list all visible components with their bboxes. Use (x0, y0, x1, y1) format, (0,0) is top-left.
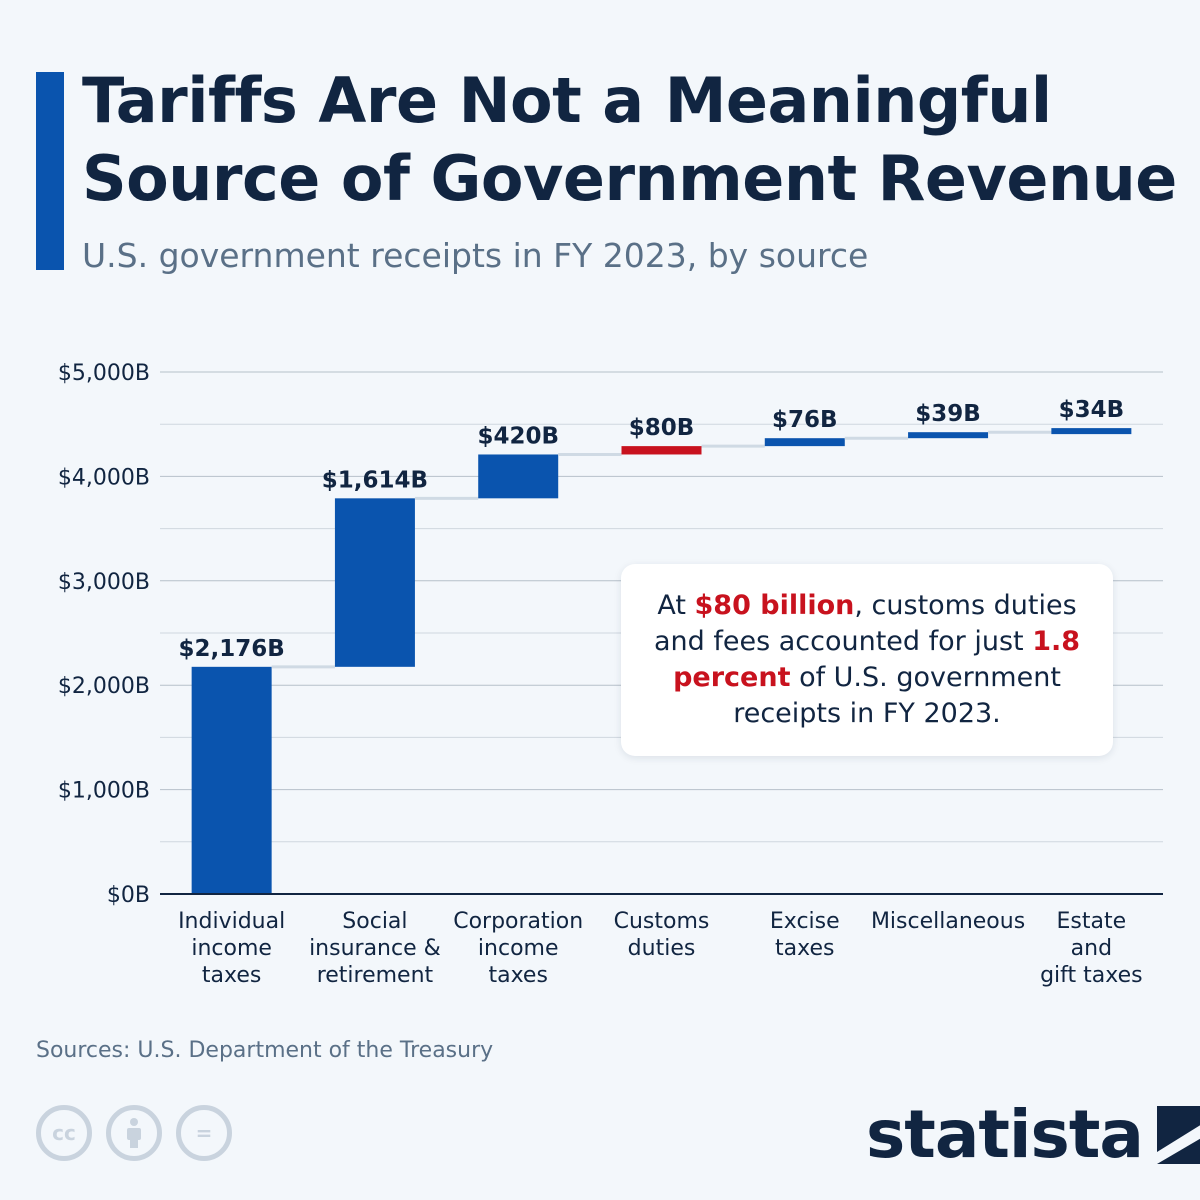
attribution-person-icon (127, 1118, 141, 1148)
y-tick-label: $5,000B (58, 361, 150, 386)
y-tick-label: $3,000B (58, 570, 150, 595)
y-tick-label: $0B (107, 883, 150, 908)
cc-icon[interactable]: cc (36, 1105, 92, 1161)
callout-text-3: of U.S. government receipts in FY 2023. (733, 662, 1061, 729)
bar (334, 498, 415, 667)
no-derivatives-icon-glyph: = (195, 1121, 213, 1145)
sources-note: Sources: U.S. Department of the Treasury (36, 1038, 494, 1063)
x-tick-label: taxes (202, 963, 261, 988)
y-tick-label: $2,000B (58, 674, 150, 699)
cc-icon-glyph: cc (52, 1121, 76, 1145)
callout-text-2: , customs duties and fees accounted for … (653, 590, 1077, 657)
x-tick-label: Corporation (453, 909, 583, 934)
bar (191, 666, 272, 894)
attribution-icon[interactable] (106, 1105, 162, 1161)
data-label: $1,614B (322, 467, 428, 493)
bar (908, 432, 989, 439)
x-tick-label: retirement (317, 963, 434, 988)
statista-logo[interactable]: statista (866, 1095, 1200, 1175)
x-tick-label: insurance & (309, 936, 441, 961)
bar (1051, 428, 1132, 435)
data-label: $80B (629, 415, 695, 441)
no-derivatives-icon[interactable]: = (176, 1105, 232, 1161)
callout-box: At $80 billion, customs duties and fees … (621, 564, 1113, 756)
y-tick-label: $1,000B (58, 779, 150, 804)
data-label: $39B (915, 401, 981, 427)
logo-text: statista (866, 1096, 1144, 1173)
x-tick-label: income (478, 936, 559, 961)
x-tick-label: and (1071, 936, 1112, 961)
x-tick-label: gift taxes (1040, 963, 1143, 988)
data-label: $2,176B (178, 636, 284, 662)
x-tick-label: Miscellaneous (871, 909, 1025, 934)
data-label: $420B (477, 423, 559, 449)
data-label: $76B (772, 407, 838, 433)
callout-highlight-percent: 1.8 percent (673, 626, 1081, 693)
x-tick-label: Social (342, 909, 407, 934)
page-title: Tariffs Are Not a Meaningful Source of G… (82, 64, 1177, 215)
x-tick-label: Customs (614, 909, 710, 934)
bar (478, 454, 559, 499)
y-tick-label: $4,000B (58, 465, 150, 490)
x-tick-label: Estate (1057, 909, 1127, 934)
x-tick-label: Individual (178, 909, 285, 934)
bar (764, 438, 845, 447)
callout-highlight-amount: $80 billion (694, 590, 855, 621)
waterfall-chart: $0B $1,000B $2,000B $3,000B $4,000B $5,000B $2… (58, 361, 1163, 988)
bar (621, 446, 702, 455)
page-subtitle: U.S. government receipts in FY 2023, by … (82, 236, 869, 275)
x-tick-label: taxes (488, 963, 547, 988)
x-tick-label: taxes (775, 936, 834, 961)
statista-mark-icon (1156, 1106, 1200, 1164)
x-tick-label: Excise (770, 909, 840, 934)
data-label: $34B (1059, 397, 1125, 423)
x-tick-label: duties (628, 936, 696, 961)
callout-text-1: At (657, 590, 695, 621)
x-tick-label: income (191, 936, 272, 961)
accent-bar (36, 72, 64, 270)
license-icons: cc = (36, 1105, 232, 1161)
